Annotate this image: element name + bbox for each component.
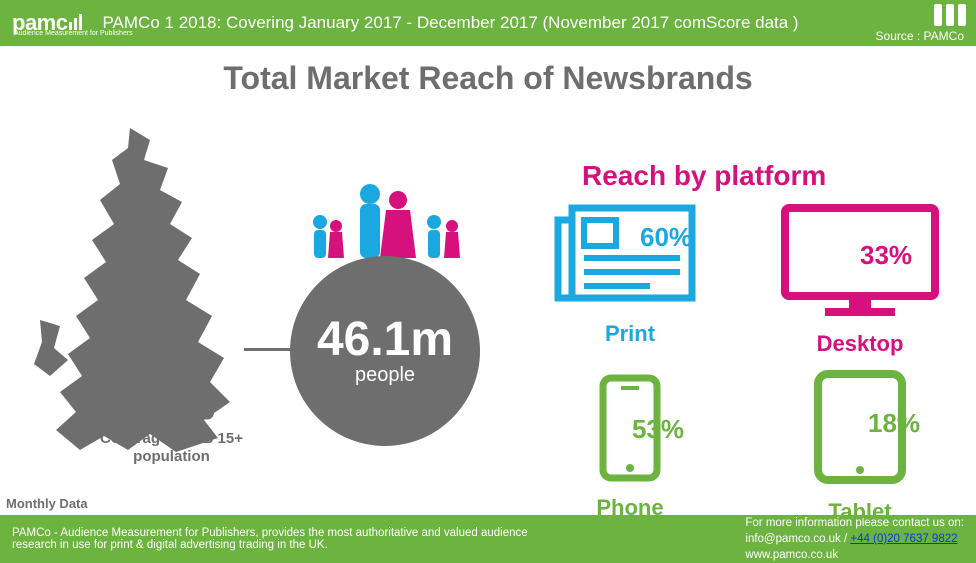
footer-description: PAMCo - Audience Measurement for Publish… xyxy=(12,527,572,551)
phone-value: 53% xyxy=(632,414,684,445)
coverage-label-2: population xyxy=(100,448,243,466)
coverage-percent: 87% xyxy=(100,380,243,430)
coverage-block: 87% Coverage of GB 15+ population xyxy=(100,380,243,466)
print-value: 60% xyxy=(640,222,692,253)
tablet-value: 18% xyxy=(868,408,920,439)
people-count: 46.1m xyxy=(317,316,453,364)
platform-phone: 53% Phone xyxy=(560,374,700,521)
logo-subtitle: Audience Measurement for Publishers xyxy=(14,30,133,37)
people-label: people xyxy=(355,364,415,387)
main-content: Total Market Reach of Newsbrands 87% Cov… xyxy=(0,60,976,515)
platform-tablet: 18% Tablet xyxy=(790,368,930,525)
footer-sep: / xyxy=(841,533,851,545)
print-label: Print xyxy=(540,321,720,347)
desktop-label: Desktop xyxy=(770,331,950,357)
people-family-icon xyxy=(302,180,472,262)
phone-label: Phone xyxy=(560,495,700,521)
source-label: Source : PAMCo xyxy=(876,29,964,43)
page-title: Total Market Reach of Newsbrands xyxy=(0,60,976,97)
monthly-data-label: Monthly Data xyxy=(6,496,88,511)
footer-url[interactable]: www.pamco.co.uk xyxy=(745,547,964,563)
newspaper-icon xyxy=(550,200,710,310)
people-circle: 46.1m people xyxy=(290,256,480,446)
header-bar: pamc Audience Measurement for Publishers… xyxy=(0,0,976,46)
platform-title: Reach by platform xyxy=(582,160,826,192)
tablet-label: Tablet xyxy=(790,499,930,525)
platform-desktop: 33% Desktop xyxy=(770,200,950,357)
header-title: PAMCo 1 2018: Covering January 2017 - De… xyxy=(102,13,964,33)
platform-print: 60% Print xyxy=(540,200,720,347)
desktop-value: 33% xyxy=(860,240,912,271)
coverage-label-1: Coverage of GB 15+ xyxy=(100,430,243,448)
footer-email[interactable]: info@pamco.co.uk xyxy=(745,533,840,545)
footer-phone[interactable]: +44 (0)20 7637 9822 xyxy=(850,533,957,545)
header-right-bars-icon xyxy=(934,4,966,26)
footer-contact-line: info@pamco.co.uk / +44 (0)20 7637 9822 xyxy=(745,531,964,547)
logo-bars-icon xyxy=(69,14,82,30)
